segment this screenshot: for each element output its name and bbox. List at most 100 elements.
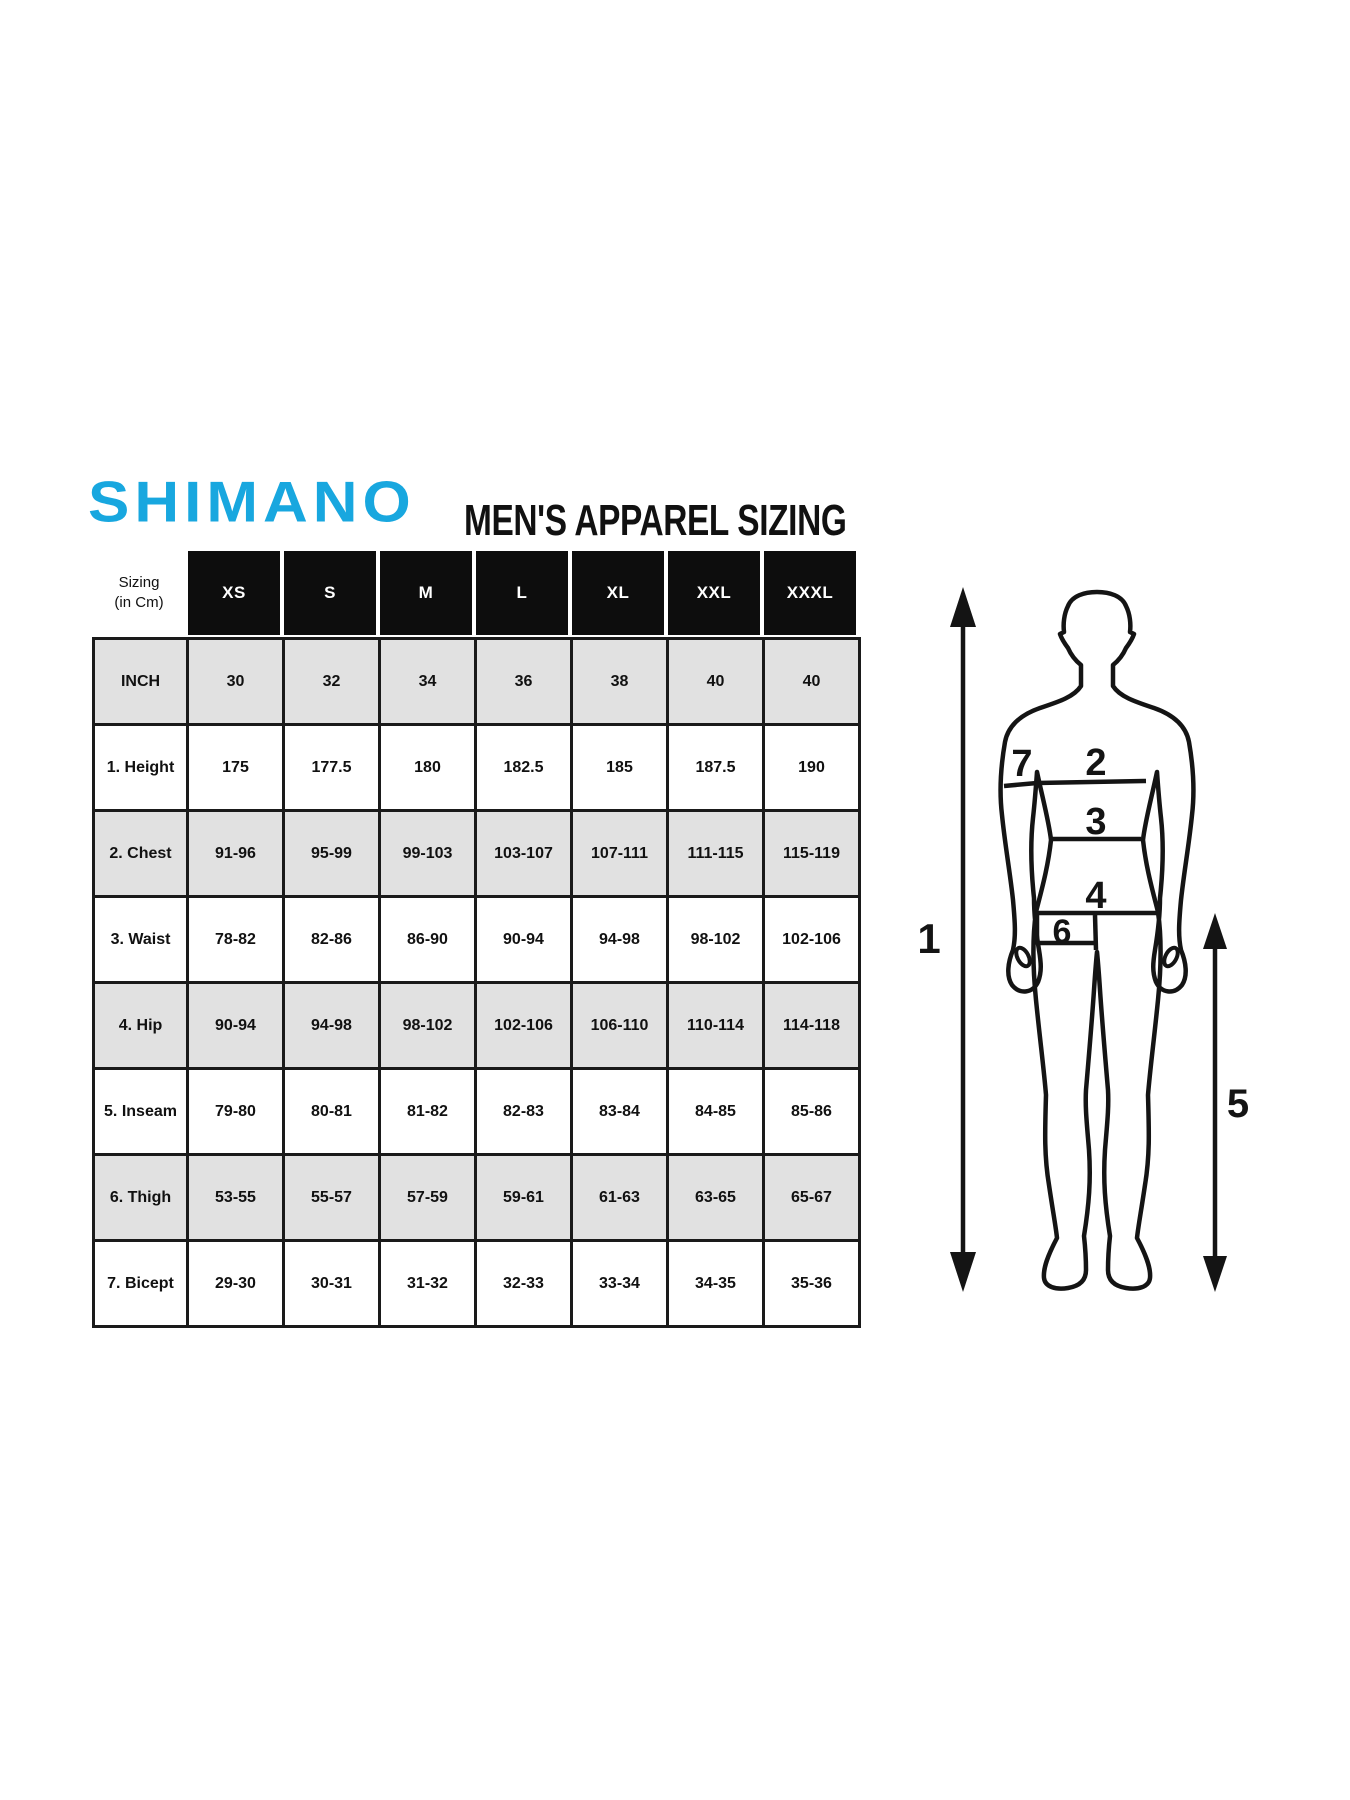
table-cell: 65-67 — [765, 1156, 858, 1239]
row-label: 7. Bicept — [95, 1242, 186, 1325]
table-cell: 36 — [477, 640, 570, 723]
table-cell: 80-81 — [285, 1070, 378, 1153]
row-label: INCH — [95, 640, 186, 723]
size-column-header-xs: XS — [186, 551, 282, 635]
table-cell: 35-36 — [765, 1242, 858, 1325]
table-cell: 107-111 — [573, 812, 666, 895]
table-cell: 95-99 — [285, 812, 378, 895]
table-cell: 182.5 — [477, 726, 570, 809]
table-cell: 177.5 — [285, 726, 378, 809]
inseam-label: 5 — [1227, 1082, 1249, 1126]
table-cell: 82-86 — [285, 898, 378, 981]
thigh-label: 6 — [1053, 913, 1072, 951]
table-cell: 63-65 — [669, 1156, 762, 1239]
table-cell: 40 — [765, 640, 858, 723]
row-label: 2. Chest — [95, 812, 186, 895]
bicep-line — [1003, 780, 1038, 789]
table-cell: 31-32 — [381, 1242, 474, 1325]
table-cell: 34-35 — [669, 1242, 762, 1325]
table-cell: 110-114 — [669, 984, 762, 1067]
inseam-arrow — [1203, 913, 1227, 1292]
row-label: 3. Waist — [95, 898, 186, 981]
size-header-label: M — [380, 551, 472, 635]
table-cell: 185 — [573, 726, 666, 809]
table-cell: 94-98 — [573, 898, 666, 981]
chest-label: 2 — [1085, 742, 1106, 784]
page-title: MEN'S APPAREL SIZING — [464, 496, 847, 545]
table-cell: 59-61 — [477, 1156, 570, 1239]
height-arrow — [950, 587, 976, 1292]
thigh-box — [1034, 913, 1099, 951]
table-cell: 106-110 — [573, 984, 666, 1067]
table-cell: 32-33 — [477, 1242, 570, 1325]
chest-line — [1036, 778, 1147, 786]
table-cell: 94-98 — [285, 984, 378, 1067]
body-outline — [998, 589, 1196, 1291]
row-label: 4. Hip — [95, 984, 186, 1067]
table-cell: 32 — [285, 640, 378, 723]
table-cell: 61-63 — [573, 1156, 666, 1239]
table-cell: 40 — [669, 640, 762, 723]
corner-label-line2: (in Cm) — [114, 594, 164, 611]
size-column-header-s: S — [282, 551, 378, 635]
hip-label: 4 — [1085, 875, 1106, 917]
table-cell: 57-59 — [381, 1156, 474, 1239]
table-cell: 190 — [765, 726, 858, 809]
table-cell: 98-102 — [669, 898, 762, 981]
left-thumb-outline — [1014, 945, 1032, 969]
table-cell: 82-83 — [477, 1070, 570, 1153]
row-label: 1. Height — [95, 726, 186, 809]
table-cell: 111-115 — [669, 812, 762, 895]
size-column-header-xxl: XXL — [666, 551, 762, 635]
size-header-label: XS — [188, 551, 280, 635]
sizing-table: Sizing (in Cm) XS S M L XL XXL XXXL INCH… — [92, 551, 861, 1328]
size-header-label: XXXL — [764, 551, 856, 635]
table-corner-cell: Sizing (in Cm) — [92, 551, 186, 635]
table-cell: 84-85 — [669, 1070, 762, 1153]
table-cell: 102-106 — [477, 984, 570, 1067]
right-thumb-outline — [1162, 945, 1180, 969]
body-measurement-diagram: 1 2 3 4 5 6 7 — [917, 587, 1249, 1292]
row-label: 6. Thigh — [95, 1156, 186, 1239]
table-cell: 175 — [189, 726, 282, 809]
table-cell: 90-94 — [189, 984, 282, 1067]
table-cell: 38 — [573, 640, 666, 723]
table-cell: 34 — [381, 640, 474, 723]
size-column-header-m: M — [378, 551, 474, 635]
size-header-label: XXL — [668, 551, 760, 635]
table-cell: 33-34 — [573, 1242, 666, 1325]
table-cell: 53-55 — [189, 1156, 282, 1239]
table-cell: 81-82 — [381, 1070, 474, 1153]
table-cell: 30 — [189, 640, 282, 723]
table-cell: 103-107 — [477, 812, 570, 895]
table-cell: 29-30 — [189, 1242, 282, 1325]
table-cell: 90-94 — [477, 898, 570, 981]
table-cell: 180 — [381, 726, 474, 809]
table-cell: 99-103 — [381, 812, 474, 895]
table-cell: 114-118 — [765, 984, 858, 1067]
height-label: 1 — [917, 915, 940, 962]
size-column-header-l: L — [474, 551, 570, 635]
row-label: 5. Inseam — [95, 1070, 186, 1153]
size-header-label: L — [476, 551, 568, 635]
waist-label: 3 — [1085, 801, 1106, 843]
shimano-logo: SHIMANO — [88, 470, 416, 535]
table-cell: 79-80 — [189, 1070, 282, 1153]
bicep-label: 7 — [1011, 743, 1032, 785]
table-cell: 102-106 — [765, 898, 858, 981]
table-cell: 91-96 — [189, 812, 282, 895]
table-body: INCH 30 32 34 36 38 40 40 1. Height 175 … — [92, 637, 861, 1328]
table-cell: 85-86 — [765, 1070, 858, 1153]
table-cell: 78-82 — [189, 898, 282, 981]
table-cell: 86-90 — [381, 898, 474, 981]
table-cell: 55-57 — [285, 1156, 378, 1239]
size-header-label: S — [284, 551, 376, 635]
table-cell: 98-102 — [381, 984, 474, 1067]
size-header-label: XL — [572, 551, 664, 635]
table-cell: 115-119 — [765, 812, 858, 895]
table-header-row: Sizing (in Cm) XS S M L XL XXL XXXL — [92, 551, 861, 635]
corner-label-line1: Sizing — [118, 573, 160, 591]
table-cell: 83-84 — [573, 1070, 666, 1153]
table-cell: 187.5 — [669, 726, 762, 809]
